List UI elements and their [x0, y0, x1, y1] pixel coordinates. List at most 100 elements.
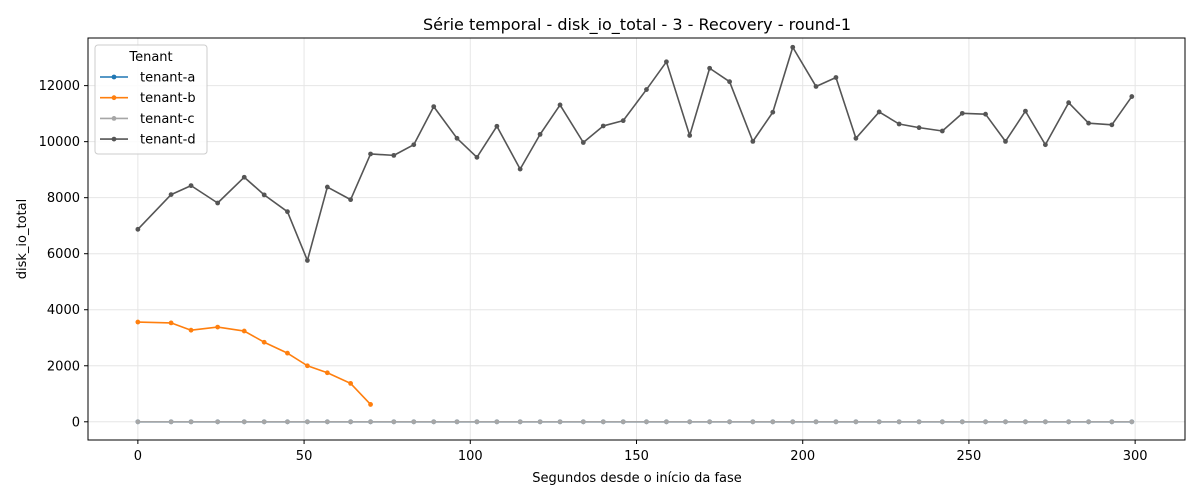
data-point-tenant-d	[620, 118, 626, 124]
data-point-tenant-d	[813, 84, 819, 89]
data-point-tenant-d	[1042, 142, 1048, 148]
data-point-tenant-d	[241, 174, 247, 180]
data-point-tenant-c	[324, 419, 330, 425]
x-tick-label: 300	[1123, 449, 1148, 464]
data-point-tenant-d	[261, 192, 267, 198]
data-point-tenant-c	[1086, 419, 1091, 425]
data-point-tenant-d	[285, 209, 290, 215]
series-tenant-c	[135, 419, 1135, 425]
x-tick-label: 250	[957, 449, 982, 464]
data-point-tenant-c	[664, 419, 669, 425]
data-point-tenant-c	[916, 419, 922, 425]
data-point-tenant-c	[620, 419, 626, 425]
data-point-tenant-d	[707, 65, 713, 71]
data-point-tenant-d	[833, 75, 839, 80]
legend-item-tenant-b: tenant-b	[100, 91, 196, 106]
y-tick-label: 12000	[39, 79, 80, 94]
data-point-tenant-b	[261, 339, 267, 345]
data-point-tenant-d	[727, 79, 732, 85]
data-point-tenant-c	[411, 419, 417, 425]
data-point-tenant-d	[1086, 120, 1091, 126]
legend-swatch-marker	[111, 136, 117, 142]
y-tick-label: 6000	[47, 247, 80, 262]
x-tick-label: 0	[134, 449, 142, 464]
legend-label: tenant-c	[140, 112, 194, 127]
data-point-tenant-c	[790, 419, 796, 425]
data-point-tenant-d	[580, 140, 586, 145]
legend: Tenant tenant-a tenant-b tenant-c tenant-d	[94, 44, 208, 155]
legend-swatch-marker	[111, 74, 117, 80]
data-point-tenant-c	[1109, 419, 1115, 425]
data-point-tenant-c	[305, 419, 310, 425]
data-point-tenant-d	[168, 192, 174, 197]
legend-items: tenant-a tenant-b tenant-c tenant-d	[100, 71, 196, 148]
data-point-tenant-c	[368, 419, 373, 425]
data-point-tenant-d	[411, 142, 417, 148]
data-point-tenant-c	[168, 419, 174, 425]
data-point-tenant-b	[305, 363, 310, 369]
data-point-tenant-c	[391, 419, 397, 425]
data-point-tenant-c	[896, 419, 902, 425]
data-point-tenant-d	[537, 131, 543, 137]
data-point-tenant-c	[557, 419, 563, 425]
data-point-tenant-d	[188, 183, 194, 189]
data-point-tenant-d	[324, 184, 330, 190]
legend-item-tenant-c: tenant-c	[100, 112, 194, 127]
data-point-tenant-d	[790, 44, 796, 50]
data-point-tenant-b	[168, 320, 174, 326]
data-point-tenant-b	[188, 327, 194, 333]
data-point-tenant-d	[431, 104, 437, 110]
series-tenant-d	[135, 44, 1135, 263]
data-point-tenant-c	[770, 419, 776, 425]
data-point-tenant-c	[813, 419, 819, 425]
data-point-tenant-b	[348, 381, 354, 386]
data-point-tenant-c	[1129, 419, 1135, 425]
x-tick-label: 150	[624, 449, 649, 464]
data-point-tenant-c	[707, 419, 713, 425]
data-point-tenant-c	[188, 419, 194, 425]
data-point-tenant-c	[135, 419, 141, 425]
data-point-tenant-d	[557, 102, 563, 108]
legend-item-tenant-d: tenant-d	[100, 133, 196, 148]
data-point-tenant-c	[644, 419, 649, 425]
legend-label: tenant-a	[140, 71, 195, 86]
data-point-tenant-d	[454, 135, 460, 141]
data-point-tenant-c	[431, 419, 437, 425]
data-point-tenant-d	[983, 111, 988, 117]
series-line-tenant-d	[137, 46, 1133, 262]
data-point-tenant-d	[1003, 138, 1008, 144]
data-point-tenant-c	[348, 419, 354, 425]
data-point-tenant-b	[135, 319, 141, 325]
y-axis-ticks: 0 2000 4000 6000 8000 10000 12000	[39, 79, 88, 430]
data-point-tenant-c	[454, 419, 460, 425]
data-point-tenant-c	[474, 419, 480, 425]
data-point-tenant-d	[1066, 100, 1072, 106]
y-tick-label: 0	[72, 415, 80, 430]
data-point-tenant-d	[474, 154, 480, 160]
legend-label: tenant-b	[140, 91, 196, 106]
data-point-tenant-d	[916, 125, 922, 131]
data-point-tenant-c	[983, 419, 988, 425]
data-point-tenant-d	[494, 123, 500, 129]
data-point-tenant-c	[750, 419, 756, 425]
legend-swatch-marker	[111, 116, 117, 121]
y-tick-label: 10000	[39, 135, 80, 150]
y-tick-label: 8000	[47, 191, 80, 206]
data-point-tenant-c	[285, 419, 290, 425]
x-tick-label: 50	[296, 449, 313, 464]
data-point-tenant-d	[770, 109, 776, 115]
data-point-tenant-d	[750, 138, 756, 144]
x-axis-ticks: 0 50 100 150 200 250 300	[134, 440, 1148, 464]
data-point-tenant-d	[1109, 122, 1115, 128]
data-point-tenant-d	[664, 59, 669, 65]
data-point-tenant-d	[644, 87, 649, 92]
data-point-tenant-c	[580, 419, 586, 425]
data-point-tenant-c	[241, 419, 247, 425]
data-point-tenant-d	[687, 133, 693, 138]
x-tick-label: 200	[790, 449, 815, 464]
data-point-tenant-d	[896, 121, 902, 127]
data-point-tenant-b	[215, 324, 221, 330]
data-point-tenant-b	[285, 350, 290, 356]
data-point-tenant-c	[494, 419, 500, 425]
data-point-tenant-c	[1003, 419, 1008, 425]
